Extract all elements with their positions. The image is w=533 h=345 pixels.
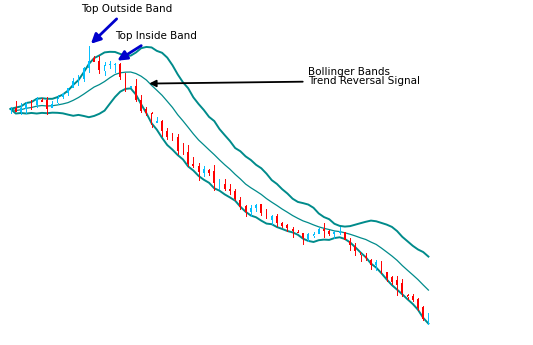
Bar xyxy=(36,99,38,105)
Bar xyxy=(56,98,59,103)
Text: Bollinger Bands: Bollinger Bands xyxy=(308,67,390,77)
Bar xyxy=(187,152,189,164)
Bar xyxy=(172,137,173,138)
Bar xyxy=(166,131,168,137)
Bar xyxy=(224,184,225,189)
Bar xyxy=(229,189,231,191)
Bar xyxy=(213,171,215,183)
Bar xyxy=(140,100,142,111)
Bar xyxy=(198,166,199,172)
Bar xyxy=(255,205,257,208)
Bar xyxy=(151,113,152,125)
Bar xyxy=(125,77,126,86)
Bar xyxy=(407,295,408,297)
Bar xyxy=(62,94,64,97)
Bar xyxy=(323,229,325,231)
Bar xyxy=(51,104,53,108)
Bar xyxy=(427,319,430,321)
Text: Top Outside Band: Top Outside Band xyxy=(81,4,172,42)
Bar xyxy=(412,296,414,300)
Bar xyxy=(328,231,330,234)
Bar xyxy=(250,208,252,211)
Bar xyxy=(239,199,241,207)
Bar xyxy=(276,216,278,223)
Bar xyxy=(265,213,268,219)
Bar xyxy=(114,64,116,65)
Bar xyxy=(46,100,48,109)
Bar xyxy=(88,61,90,68)
Bar xyxy=(334,232,335,234)
Bar xyxy=(375,262,377,265)
Bar xyxy=(208,170,210,173)
Bar xyxy=(271,216,273,220)
Bar xyxy=(344,232,346,240)
Bar xyxy=(77,79,79,81)
Bar xyxy=(20,108,22,112)
Bar xyxy=(30,104,33,105)
Bar xyxy=(365,256,367,258)
Bar xyxy=(119,64,121,78)
Bar xyxy=(286,225,288,228)
Bar xyxy=(192,164,195,166)
Bar xyxy=(135,86,137,100)
Bar xyxy=(177,137,179,151)
Bar xyxy=(349,241,351,245)
Bar xyxy=(83,68,85,79)
Bar xyxy=(245,206,247,212)
Bar xyxy=(381,264,382,272)
Bar xyxy=(292,229,294,230)
Bar xyxy=(130,87,132,88)
Text: Top Inside Band: Top Inside Band xyxy=(115,31,197,59)
Bar xyxy=(422,307,424,319)
Bar xyxy=(312,234,314,236)
Bar xyxy=(401,283,403,293)
Bar xyxy=(260,204,262,213)
Bar xyxy=(318,228,320,234)
Bar xyxy=(146,109,147,114)
Bar xyxy=(99,61,100,70)
Bar xyxy=(93,58,95,62)
Text: Trend Reversal Signal: Trend Reversal Signal xyxy=(151,76,421,86)
Bar xyxy=(302,233,304,238)
Bar xyxy=(360,252,361,255)
Bar xyxy=(234,191,236,199)
Bar xyxy=(72,81,74,88)
Bar xyxy=(161,121,163,131)
Bar xyxy=(15,108,17,112)
Bar xyxy=(67,88,69,93)
Bar xyxy=(396,280,398,285)
Bar xyxy=(338,231,341,234)
Bar xyxy=(391,277,393,282)
Bar xyxy=(417,299,419,308)
Bar xyxy=(354,246,356,251)
Bar xyxy=(156,121,158,123)
Bar xyxy=(203,169,205,172)
Bar xyxy=(25,104,27,109)
Bar xyxy=(41,100,43,102)
Bar xyxy=(103,65,106,71)
Bar xyxy=(370,259,372,265)
Bar xyxy=(182,150,184,151)
Bar xyxy=(386,272,387,278)
Bar xyxy=(281,224,283,226)
Bar xyxy=(308,234,309,239)
